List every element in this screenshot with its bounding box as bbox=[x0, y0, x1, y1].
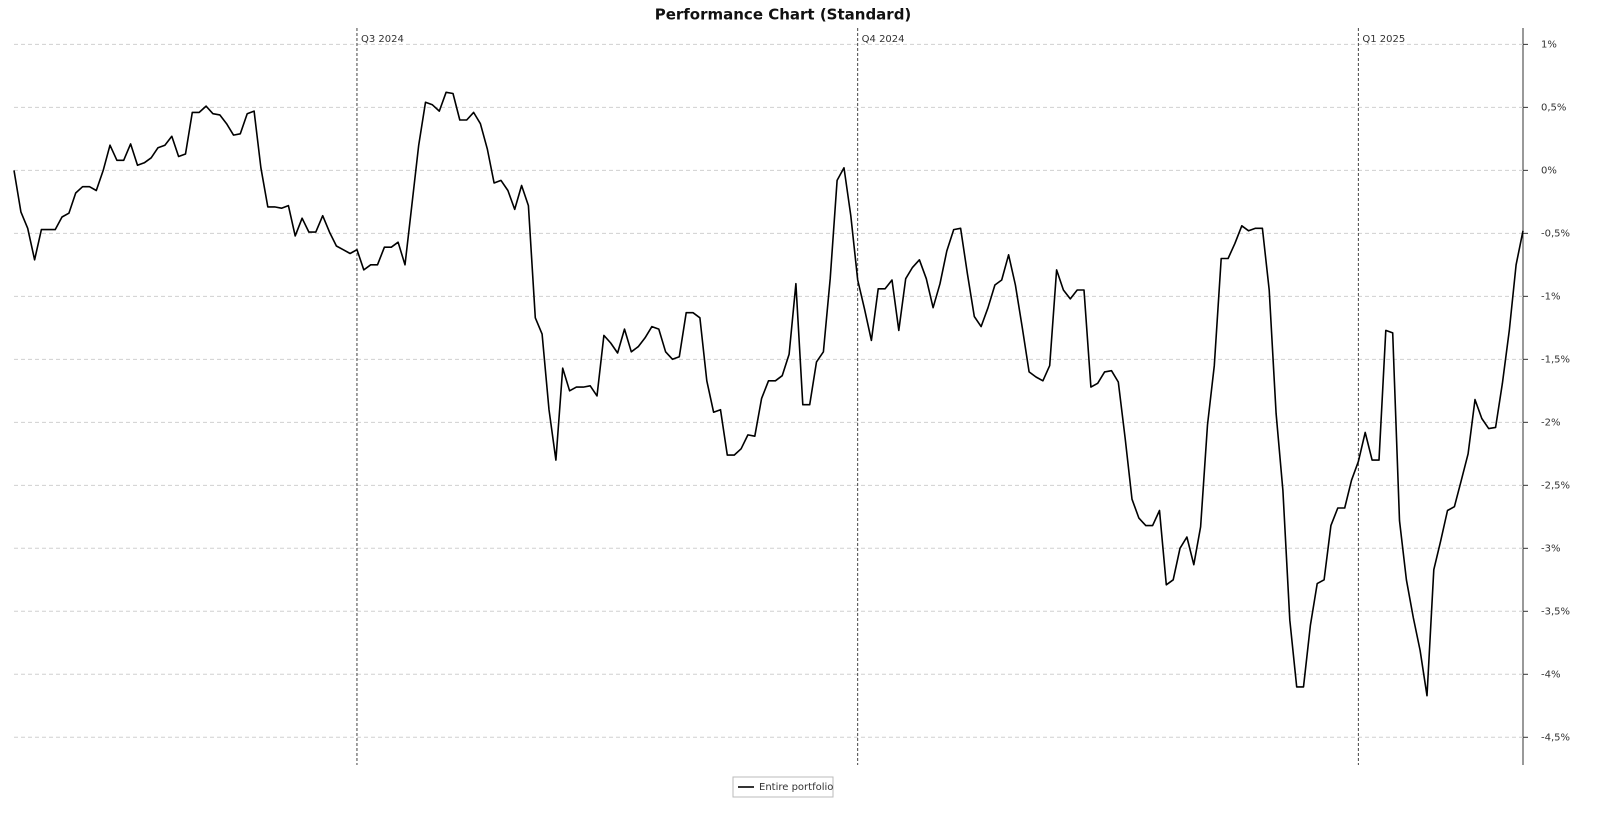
y-tick-label: 0,5% bbox=[1541, 102, 1566, 113]
y-tick-label: -3,5% bbox=[1541, 606, 1570, 617]
legend-label: Entire portfolio bbox=[759, 782, 833, 793]
quarter-label: Q1 2025 bbox=[1362, 34, 1405, 45]
y-tick-label: -1% bbox=[1541, 291, 1560, 302]
y-tick-label: -4% bbox=[1541, 669, 1560, 680]
quarter-label: Q4 2024 bbox=[862, 34, 905, 45]
series-line bbox=[13, 91, 1524, 697]
y-tick-label: -4,5% bbox=[1541, 732, 1570, 743]
y-tick-label: -3% bbox=[1541, 543, 1560, 554]
y-tick-label: 0% bbox=[1541, 165, 1557, 176]
y-tick-label: -2,5% bbox=[1541, 480, 1570, 491]
legend-box bbox=[732, 776, 834, 798]
chart-title: Performance Chart (Standard) bbox=[655, 6, 912, 24]
y-tick-label: 1% bbox=[1541, 39, 1557, 50]
quarter-label: Q3 2024 bbox=[361, 34, 404, 45]
y-tick-label: -2% bbox=[1541, 417, 1560, 428]
y-tick-label: -0,5% bbox=[1541, 228, 1570, 239]
y-tick-label: -1,5% bbox=[1541, 354, 1570, 365]
